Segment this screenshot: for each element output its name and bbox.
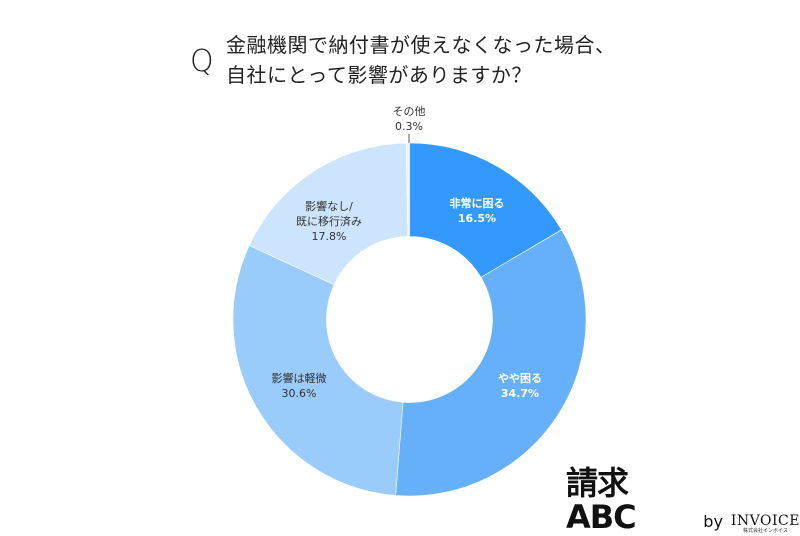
logo-by: by	[703, 512, 723, 531]
label-none-pct: 17.8%	[311, 230, 347, 243]
label-very-name: 非常に困る	[449, 197, 505, 210]
donut-slice-1	[395, 229, 587, 497]
brand-logo: 請求ABC by INVOICE 株式会社インボイス	[566, 466, 800, 534]
logo-company: 株式会社インボイス	[743, 528, 788, 534]
label-other: その他 0.3%	[393, 104, 426, 134]
label-none-line2: 既に移行済み	[296, 215, 362, 228]
chart-title-line2: 自社にとって影響がありますか？	[226, 63, 532, 87]
donut-slice-4	[405, 142, 410, 237]
logo-invoice-brand: INVOICE 株式会社インボイス	[731, 514, 800, 534]
label-none-line1: 影響なし/	[305, 200, 353, 213]
logo-invoice: INVOICE	[730, 513, 800, 529]
chart-title: 金融機関で納付書が使えなくなった場合、 自社にとって影響がありますか？	[226, 30, 616, 90]
chart-title-line1: 金融機関で納付書が使えなくなった場合、	[226, 33, 616, 57]
label-other-pct: 0.3%	[395, 120, 423, 133]
label-minor-name: 影響は軽微	[271, 372, 327, 385]
label-very-pct: 16.5%	[457, 212, 497, 225]
donut-slice-3	[248, 142, 409, 286]
label-minor-pct: 30.6%	[281, 387, 317, 400]
label-other-name: その他	[392, 105, 426, 118]
question-mark: Q	[190, 44, 214, 79]
label-somewhat-pct: 34.7%	[500, 387, 540, 400]
label-somewhat-name: やや困る	[498, 372, 542, 385]
label-minor: 影響は軽微 30.6%	[272, 371, 327, 401]
label-very: 非常に困る 16.5%	[450, 196, 505, 226]
donut-slice-2	[232, 245, 404, 496]
label-none: 影響なし/ 既に移行済み 17.8%	[296, 199, 362, 244]
label-somewhat: やや困る 34.7%	[498, 371, 542, 401]
donut-slices	[232, 142, 587, 497]
donut-slice-0	[409, 142, 562, 278]
logo-seikyu-abc: 請求ABC	[566, 464, 637, 536]
